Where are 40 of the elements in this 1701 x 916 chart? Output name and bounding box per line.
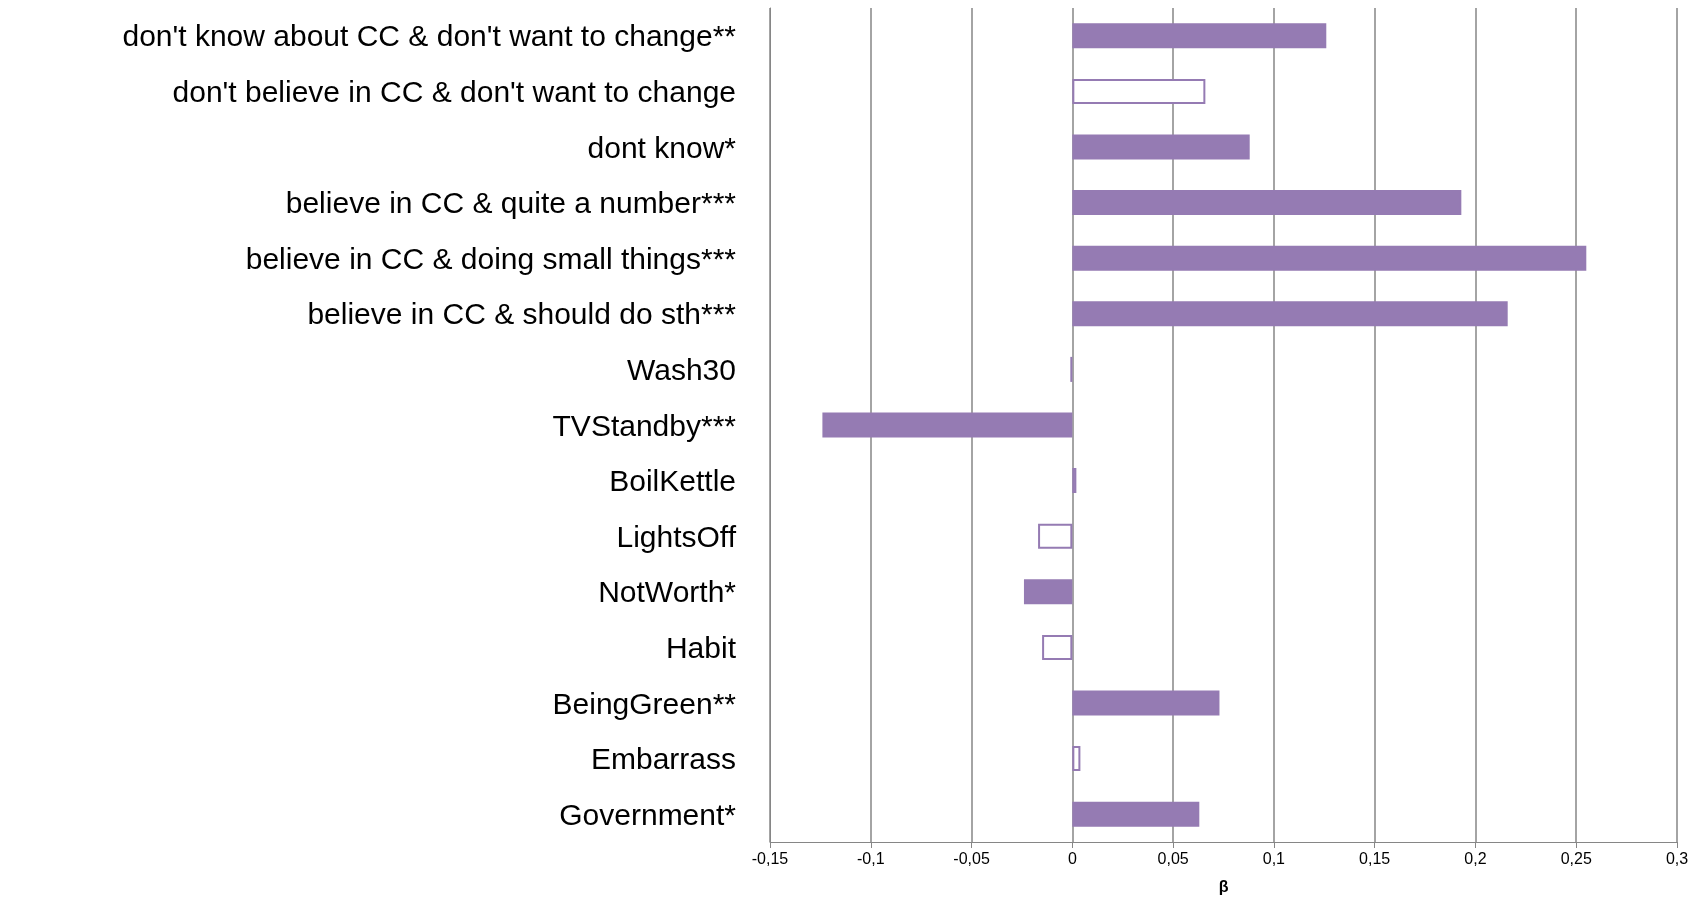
y-tick-label: don't know about CC & don't want to change** bbox=[122, 19, 737, 53]
x-tick-label: 0,25 bbox=[1560, 849, 1592, 867]
y-tick-label: dont know* bbox=[587, 130, 737, 164]
y-tick-label: believe in CC & quite a number*** bbox=[285, 186, 737, 220]
bar bbox=[1072, 245, 1587, 271]
x-tick-label: -0,15 bbox=[751, 849, 789, 867]
x-axis-title: β bbox=[1218, 877, 1229, 895]
y-tick-label: believe in CC & doing small things*** bbox=[245, 241, 737, 275]
y-tick-label: believe in CC & should do sth*** bbox=[307, 297, 737, 331]
x-tick-label: 0,1 bbox=[1262, 849, 1286, 867]
bar bbox=[1023, 579, 1073, 605]
y-tick-label: BeingGreen** bbox=[552, 686, 737, 720]
x-tick-label: 0 bbox=[1067, 849, 1077, 867]
bar bbox=[1072, 78, 1206, 104]
y-tick-label: TVStandby*** bbox=[552, 408, 737, 442]
bar bbox=[822, 412, 1073, 438]
bar bbox=[1072, 23, 1327, 49]
bar bbox=[1072, 690, 1220, 716]
x-tick-label: 0,15 bbox=[1359, 849, 1391, 867]
y-tick-label: Habit bbox=[665, 630, 737, 664]
y-tick-label: NotWorth* bbox=[598, 575, 737, 609]
bar bbox=[1072, 801, 1200, 827]
x-tick-label: 0,3 bbox=[1665, 849, 1689, 867]
y-tick-label: LightsOff bbox=[616, 519, 737, 553]
bar bbox=[1072, 190, 1462, 216]
bar bbox=[1072, 301, 1508, 327]
bar bbox=[1042, 634, 1073, 660]
x-tick-label: -0,05 bbox=[953, 849, 990, 867]
bar bbox=[1038, 523, 1073, 549]
bar bbox=[1072, 468, 1077, 494]
x-tick-label: 0,2 bbox=[1464, 849, 1487, 867]
y-tick-label: Government* bbox=[559, 797, 737, 831]
y-tick-label: BoilKettle bbox=[609, 464, 736, 498]
bar bbox=[1072, 134, 1250, 160]
bar bbox=[1072, 746, 1081, 772]
y-tick-label: Embarrass bbox=[590, 742, 736, 776]
x-tick-label: -0,1 bbox=[856, 849, 885, 867]
y-tick-label: Wash30 bbox=[627, 352, 736, 386]
y-tick-label: don't believe in CC & don't want to change bbox=[172, 74, 736, 108]
x-tick-label: 0,05 bbox=[1157, 849, 1189, 867]
